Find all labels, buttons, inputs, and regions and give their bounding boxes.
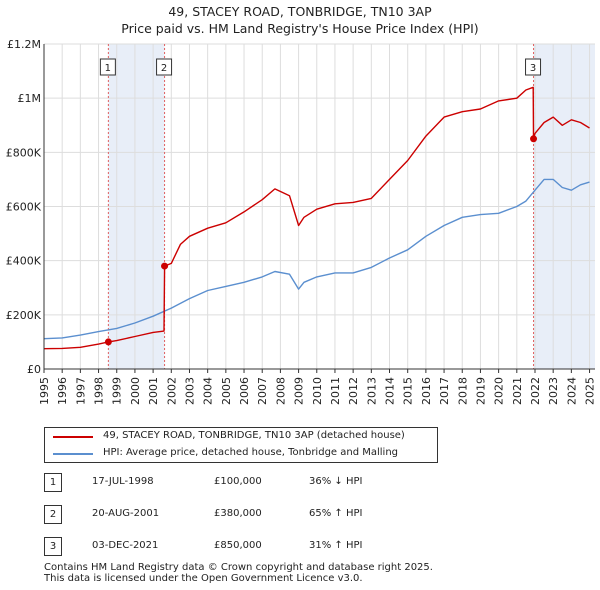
x-tick-label: 2019 [474, 377, 487, 405]
x-tick-label: 1998 [93, 377, 106, 405]
sale-labels: 1 2 3 [99, 58, 542, 76]
transaction-hpi-change: 31% ↑ HPI [309, 540, 363, 551]
price-chart: £0 £200K £400K £600K £800K £1M £1.2M 1995 1996 19… [6, 38, 597, 405]
x-tick-label: 2001 [147, 377, 160, 405]
x-tick-label: 1995 [38, 377, 51, 405]
x-tick-label: 2018 [456, 377, 469, 405]
transaction-date: 20-AUG-2001 [92, 508, 160, 519]
hpi-line-swatch [53, 453, 93, 455]
sale-point [104, 338, 112, 346]
sale-number: 2 [161, 63, 167, 74]
y-tick-label: £1.2M [7, 38, 41, 51]
transaction-number: 2 [44, 505, 62, 524]
x-tick-label: 2024 [565, 377, 578, 405]
x-tick-label: 2005 [220, 377, 233, 405]
property-line-swatch [53, 436, 93, 438]
x-tick-label: 2008 [274, 377, 287, 405]
x-tick-label: 2023 [547, 377, 560, 405]
x-tick-label: 2016 [420, 377, 433, 405]
transaction-price: £100,000 [214, 476, 262, 487]
x-tick-label: 2010 [311, 377, 324, 405]
x-tick-label: 2014 [384, 377, 397, 405]
sale-number-box [156, 58, 173, 76]
x-tick-label: 1999 [111, 377, 124, 405]
footer-copyright: Contains HM Land Registry data © Crown c… [44, 562, 433, 573]
transaction-price: £850,000 [214, 540, 262, 551]
footer-license: This data is licensed under the Open Gov… [44, 573, 363, 584]
x-tick-label: 2012 [347, 377, 360, 405]
transaction-number: 1 [44, 473, 62, 492]
sale-number-box [525, 58, 542, 76]
x-tick-label: 2021 [511, 377, 524, 405]
x-tick-label: 2004 [202, 377, 215, 405]
sale-point [161, 262, 169, 270]
y-tick-label: £200K [6, 309, 42, 322]
x-tick-label: 2007 [256, 377, 269, 405]
x-tick-label: 2002 [165, 377, 178, 405]
x-tick-label: 2015 [402, 377, 415, 405]
transaction-number: 3 [44, 537, 62, 556]
y-tick-label: £400K [6, 255, 42, 268]
y-tick-label: £1M [18, 92, 42, 105]
x-tick-label: 2017 [438, 377, 451, 405]
x-tick-label: 2011 [329, 377, 342, 405]
grid [43, 43, 595, 370]
x-tick-label: 1996 [56, 377, 69, 405]
legend: 49, STACEY ROAD, TONBRIDGE, TN10 3AP (de… [44, 427, 438, 463]
sale-point [530, 135, 538, 143]
transaction-date: 17-JUL-1998 [92, 476, 154, 487]
x-tick-label: 2013 [365, 377, 378, 405]
x-tick-label: 2009 [293, 377, 306, 405]
axes: £0 £200K £400K £600K £800K £1M £1.2M 1995 1996 19… [6, 38, 597, 405]
sale-number-box [99, 58, 116, 76]
x-tick-label: 2006 [238, 377, 251, 405]
y-tick-label: £800K [6, 146, 42, 159]
y-tick-label: £0 [27, 363, 41, 376]
legend-label-hpi: HPI: Average price, detached house, Tonb… [103, 447, 399, 458]
x-tick-label: 2000 [129, 377, 142, 405]
chart-subtitle: Price paid vs. HM Land Registry's House … [121, 21, 479, 36]
footer: Contains HM Land Registry data © Crown c… [44, 562, 433, 584]
transaction-hpi-change: 36% ↓ HPI [309, 476, 363, 487]
series [43, 86, 590, 350]
sale-number: 1 [105, 63, 111, 74]
x-tick-label: 2003 [183, 377, 196, 405]
chart-title: 49, STACEY ROAD, TONBRIDGE, TN10 3AP [168, 4, 432, 19]
x-tick-label: 2025 [584, 377, 597, 405]
x-tick-label: 2020 [493, 377, 506, 405]
transaction-date: 03-DEC-2021 [92, 540, 159, 551]
transaction-price: £380,000 [214, 508, 262, 519]
sale-number: 3 [530, 63, 536, 74]
hpi-line [43, 178, 590, 340]
x-tick-label: 2022 [529, 377, 542, 405]
x-tick-label: 1997 [74, 377, 87, 405]
transaction-hpi-change: 65% ↑ HPI [309, 508, 363, 519]
y-tick-label: £600K [6, 201, 42, 214]
legend-label-property: 49, STACEY ROAD, TONBRIDGE, TN10 3AP (de… [103, 430, 405, 441]
